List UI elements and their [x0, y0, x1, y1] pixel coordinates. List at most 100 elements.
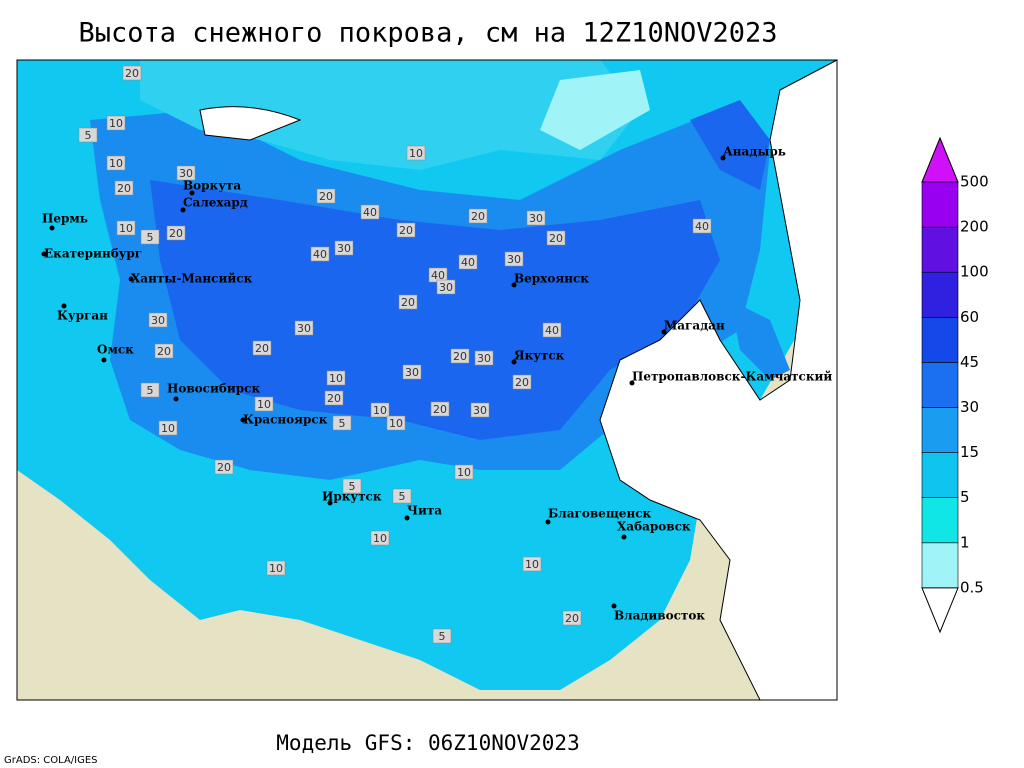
colorbar-segment [921, 271, 959, 318]
colorbar-label: 45 [960, 353, 979, 371]
contour-label-box [122, 65, 142, 81]
contour-label: 20 [565, 612, 579, 625]
city-label: Якутск [514, 349, 565, 363]
contour-label: 20 [433, 403, 447, 416]
contour-label-box [546, 230, 566, 246]
city-dot [128, 276, 134, 282]
colorbar-segment [921, 407, 959, 453]
city-dot [173, 396, 179, 402]
contour-label-box [474, 350, 494, 366]
map [16, 59, 838, 701]
colorbar-segment [921, 362, 959, 408]
contour-label-box [522, 556, 542, 572]
contour-label: 20 [255, 342, 269, 355]
city-label: Курган [57, 309, 108, 323]
contour-label: 10 [269, 562, 283, 575]
colorbar-segment [921, 316, 959, 363]
city-label: Салехард [183, 196, 248, 210]
contour-label: 30 [337, 242, 351, 255]
contour-label-box [154, 343, 174, 359]
contour-label-box [454, 464, 474, 480]
contour-label-box [324, 390, 344, 406]
contour-label: 10 [161, 422, 175, 435]
contour-label-box [396, 222, 416, 238]
contour-label-box [430, 401, 450, 417]
city-label: Екатеринбург [44, 247, 142, 261]
contour-label: 20 [471, 210, 485, 223]
city-label: Красноярск [243, 413, 328, 427]
contour-label: 20 [319, 190, 333, 203]
contour-label-box [214, 459, 234, 475]
contour-label: 10 [119, 222, 133, 235]
contour-label: 5 [147, 231, 154, 244]
contour-label-box [310, 246, 330, 262]
contour-label-box [468, 208, 488, 224]
contour-label-box [370, 402, 390, 418]
contour-label: 10 [329, 372, 343, 385]
arctic-ocean [140, 60, 640, 170]
contour-label-box [450, 348, 470, 364]
city-label: Чита [407, 504, 442, 518]
colorbar-label: 100 [960, 263, 989, 281]
sea-ice [540, 70, 650, 150]
contour-label: 20 [453, 350, 467, 363]
map-frame [16, 59, 838, 701]
city-label: Благовещенск [548, 507, 652, 521]
chukotka [690, 100, 770, 190]
contour-label: 20 [169, 227, 183, 240]
contour-label-box [78, 127, 98, 143]
kamchatka [730, 300, 790, 380]
contour-label-box [140, 382, 160, 398]
contour-label-box [294, 320, 314, 336]
contour-label-box [406, 145, 426, 161]
contour-label: 10 [257, 398, 271, 411]
contour-label-box [504, 251, 524, 267]
contour-label-box [562, 610, 582, 626]
city-dot [661, 329, 667, 335]
contour-label: 30 [529, 212, 543, 225]
contour-label: 30 [151, 314, 165, 327]
contour-label-box [334, 240, 354, 256]
city-dot [720, 155, 726, 161]
colorbar-cap-low [921, 587, 959, 634]
novaya-zemlya-sea [199, 106, 302, 141]
city-label: Ханты-Мансийск [131, 272, 253, 286]
contour-label: 5 [339, 417, 346, 430]
contour-label-box [326, 370, 346, 386]
contour-label: 40 [431, 269, 445, 282]
contour-label-box [692, 218, 712, 234]
contour-label: 10 [409, 147, 423, 160]
contour-label: 30 [297, 322, 311, 335]
contour-label: 20 [327, 392, 341, 405]
contour-label-box [106, 115, 126, 131]
colorbar-segment [921, 497, 959, 544]
contour-label-box [158, 420, 178, 436]
city-dot [49, 225, 55, 231]
contour-label: 10 [389, 417, 403, 430]
contour-label: 40 [363, 206, 377, 219]
colorbar-label: 1 [960, 533, 970, 551]
contour-label-box [370, 530, 390, 546]
contour-label-box [266, 560, 286, 576]
title: Высота снежного покрова, см на 12Z10NOV2… [79, 18, 778, 49]
contour-label-box [526, 210, 546, 226]
colorbar-label: 30 [960, 398, 979, 416]
city-label: Пермь [42, 212, 88, 226]
contour-label: 30 [473, 404, 487, 417]
city-dot [621, 534, 627, 540]
footer: Модель GFS: 06Z10NOV2023 [276, 731, 579, 755]
contour-label-box [512, 374, 532, 390]
colorbar-segment [921, 181, 959, 228]
city-dot [240, 417, 246, 423]
contour-label: 30 [439, 281, 453, 294]
city-label: Магадан [664, 319, 725, 333]
contour-label-box [254, 396, 274, 412]
contour-label-box [140, 229, 160, 245]
contour-label: 40 [695, 220, 709, 233]
contour-label: 20 [125, 67, 139, 80]
colorbar-label: 0.5 [960, 578, 984, 596]
contour-label: 40 [313, 248, 327, 261]
contour-label: 5 [439, 630, 446, 643]
pacific-ocean [599, 59, 838, 701]
